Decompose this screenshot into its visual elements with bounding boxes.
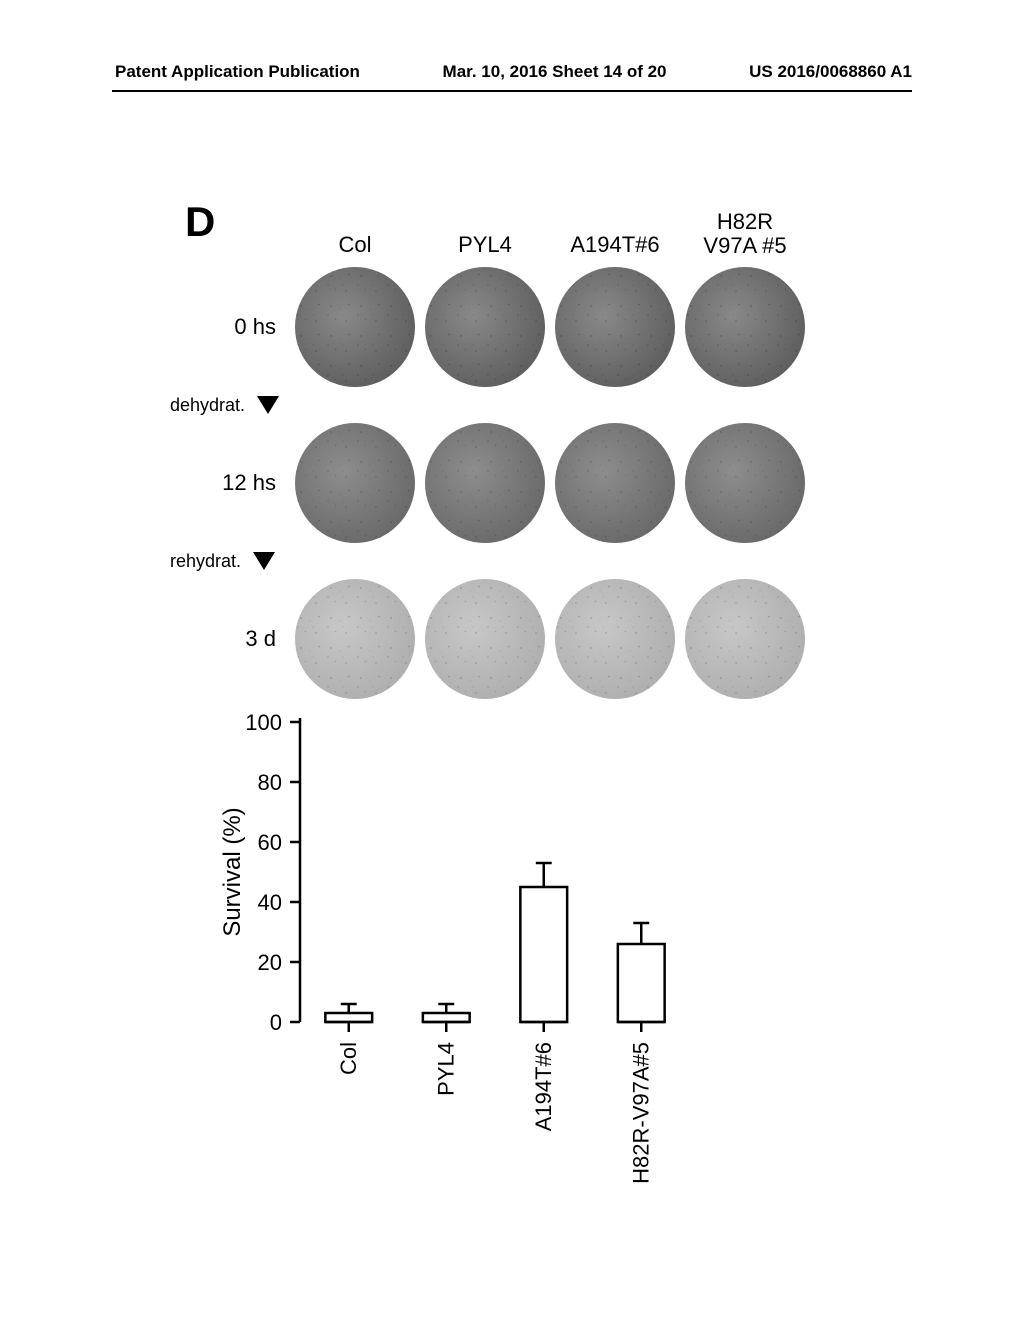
arrow-label-1: rehydrat. xyxy=(170,551,247,572)
image-row-1: 12 hs xyxy=(170,420,850,546)
svg-text:Survival (%): Survival (%) xyxy=(219,807,246,936)
image-row-2: 3 d xyxy=(170,576,850,702)
row-label-0: 0 hs xyxy=(170,314,290,340)
col-header-3-line2: V97A #5 xyxy=(680,234,810,258)
arrow-row-1: rehydrat. xyxy=(170,546,850,576)
svg-text:A194T#6: A194T#6 xyxy=(531,1042,556,1131)
page-header: Patent Application Publication Mar. 10, … xyxy=(0,62,1024,82)
column-headers: Col PYL4 A194T#6 H82R V97A #5 xyxy=(170,210,850,258)
svg-text:H82R-V97A#5: H82R-V97A#5 xyxy=(628,1042,653,1184)
svg-text:PYL4: PYL4 xyxy=(433,1042,458,1096)
dish-image xyxy=(685,579,805,699)
dish-image xyxy=(425,579,545,699)
header-center: Mar. 10, 2016 Sheet 14 of 20 xyxy=(443,62,667,82)
header-rule xyxy=(112,90,912,92)
col-header-1: PYL4 xyxy=(420,232,550,258)
dish-image xyxy=(425,267,545,387)
col-header-2: A194T#6 xyxy=(550,232,680,258)
arrow-label-0: dehydrat. xyxy=(170,395,251,416)
svg-text:60: 60 xyxy=(258,830,282,855)
chart-svg: 0 20 40 60 80 100 Survival (%) Col PYL4 A194T#6 H8… xyxy=(210,708,750,1228)
header-left: Patent Application Publication xyxy=(115,62,360,82)
header-right: US 2016/0068860 A1 xyxy=(749,62,912,82)
col-header-0: Col xyxy=(290,232,420,258)
down-triangle-icon xyxy=(253,552,275,570)
dish-image xyxy=(425,423,545,543)
dish-image xyxy=(295,423,415,543)
image-grid: Col PYL4 A194T#6 H82R V97A #5 0 hs dehyd… xyxy=(170,210,850,702)
arrow-row-0: dehydrat. xyxy=(170,390,850,420)
image-row-0: 0 hs xyxy=(170,264,850,390)
svg-text:80: 80 xyxy=(258,770,282,795)
dish-image xyxy=(555,579,675,699)
col-header-3-line1: H82R xyxy=(680,210,810,234)
row-label-2: 3 d xyxy=(170,626,290,652)
dish-image xyxy=(555,267,675,387)
svg-text:40: 40 xyxy=(258,890,282,915)
dish-image xyxy=(685,423,805,543)
row-label-1: 12 hs xyxy=(170,470,290,496)
dish-image xyxy=(295,579,415,699)
dish-image xyxy=(685,267,805,387)
svg-text:0: 0 xyxy=(270,1010,282,1035)
dish-image xyxy=(555,423,675,543)
down-triangle-icon xyxy=(257,396,279,414)
col-header-3: H82R V97A #5 xyxy=(680,210,810,258)
survival-bar-chart: 0 20 40 60 80 100 Survival (%) Col PYL4 A194T#6 H8… xyxy=(210,708,750,1228)
svg-text:100: 100 xyxy=(245,710,282,735)
svg-text:Col: Col xyxy=(336,1042,361,1075)
svg-text:20: 20 xyxy=(258,950,282,975)
dish-image xyxy=(295,267,415,387)
